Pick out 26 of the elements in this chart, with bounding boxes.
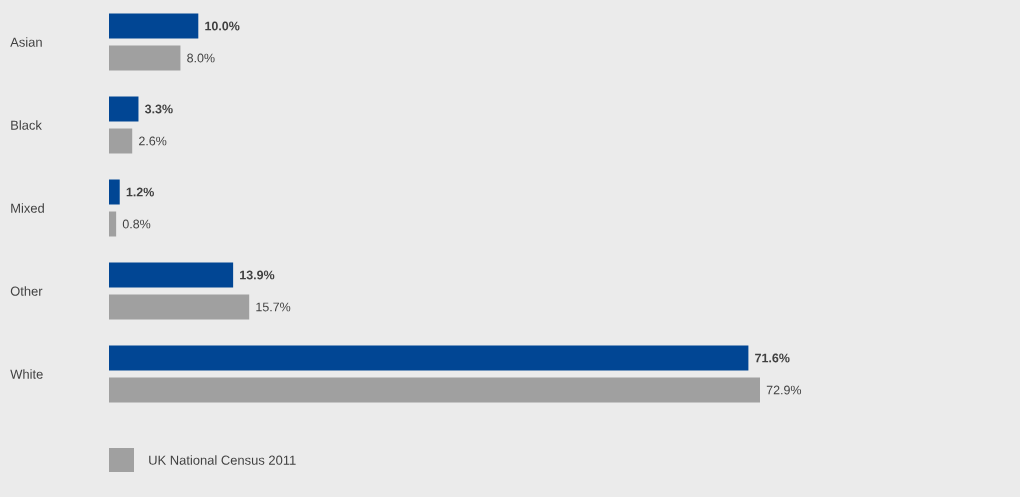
bar [109,45,181,71]
y-tick-label: Mixed [11,203,44,213]
data-label: 3.3% [144,104,173,114]
bar [109,128,133,154]
bar [109,211,117,237]
data-label: 13.9% [240,270,275,280]
data-label: 8.0% [187,53,215,63]
y-tick-label: Asian [10,37,42,47]
y-tick-label: Other [10,286,43,296]
bar [109,345,749,371]
bar [109,294,250,320]
bar [109,179,120,205]
y-tick-label: Black [11,120,42,130]
data-label: 2.6% [139,136,167,146]
data-label: 72.9% [766,385,802,395]
data-label: 1.2% [126,187,154,197]
legend-label: UK National Census 2011 [149,455,296,465]
bar [109,377,760,403]
data-label: 15.7% [256,302,291,312]
data-label: 71.6% [755,353,790,363]
bar [109,13,199,39]
data-label: 0.8% [122,219,151,229]
y-tick-label: White [10,369,43,379]
data-label: 10.0% [205,21,240,31]
bar [109,262,234,288]
bar [109,96,139,122]
